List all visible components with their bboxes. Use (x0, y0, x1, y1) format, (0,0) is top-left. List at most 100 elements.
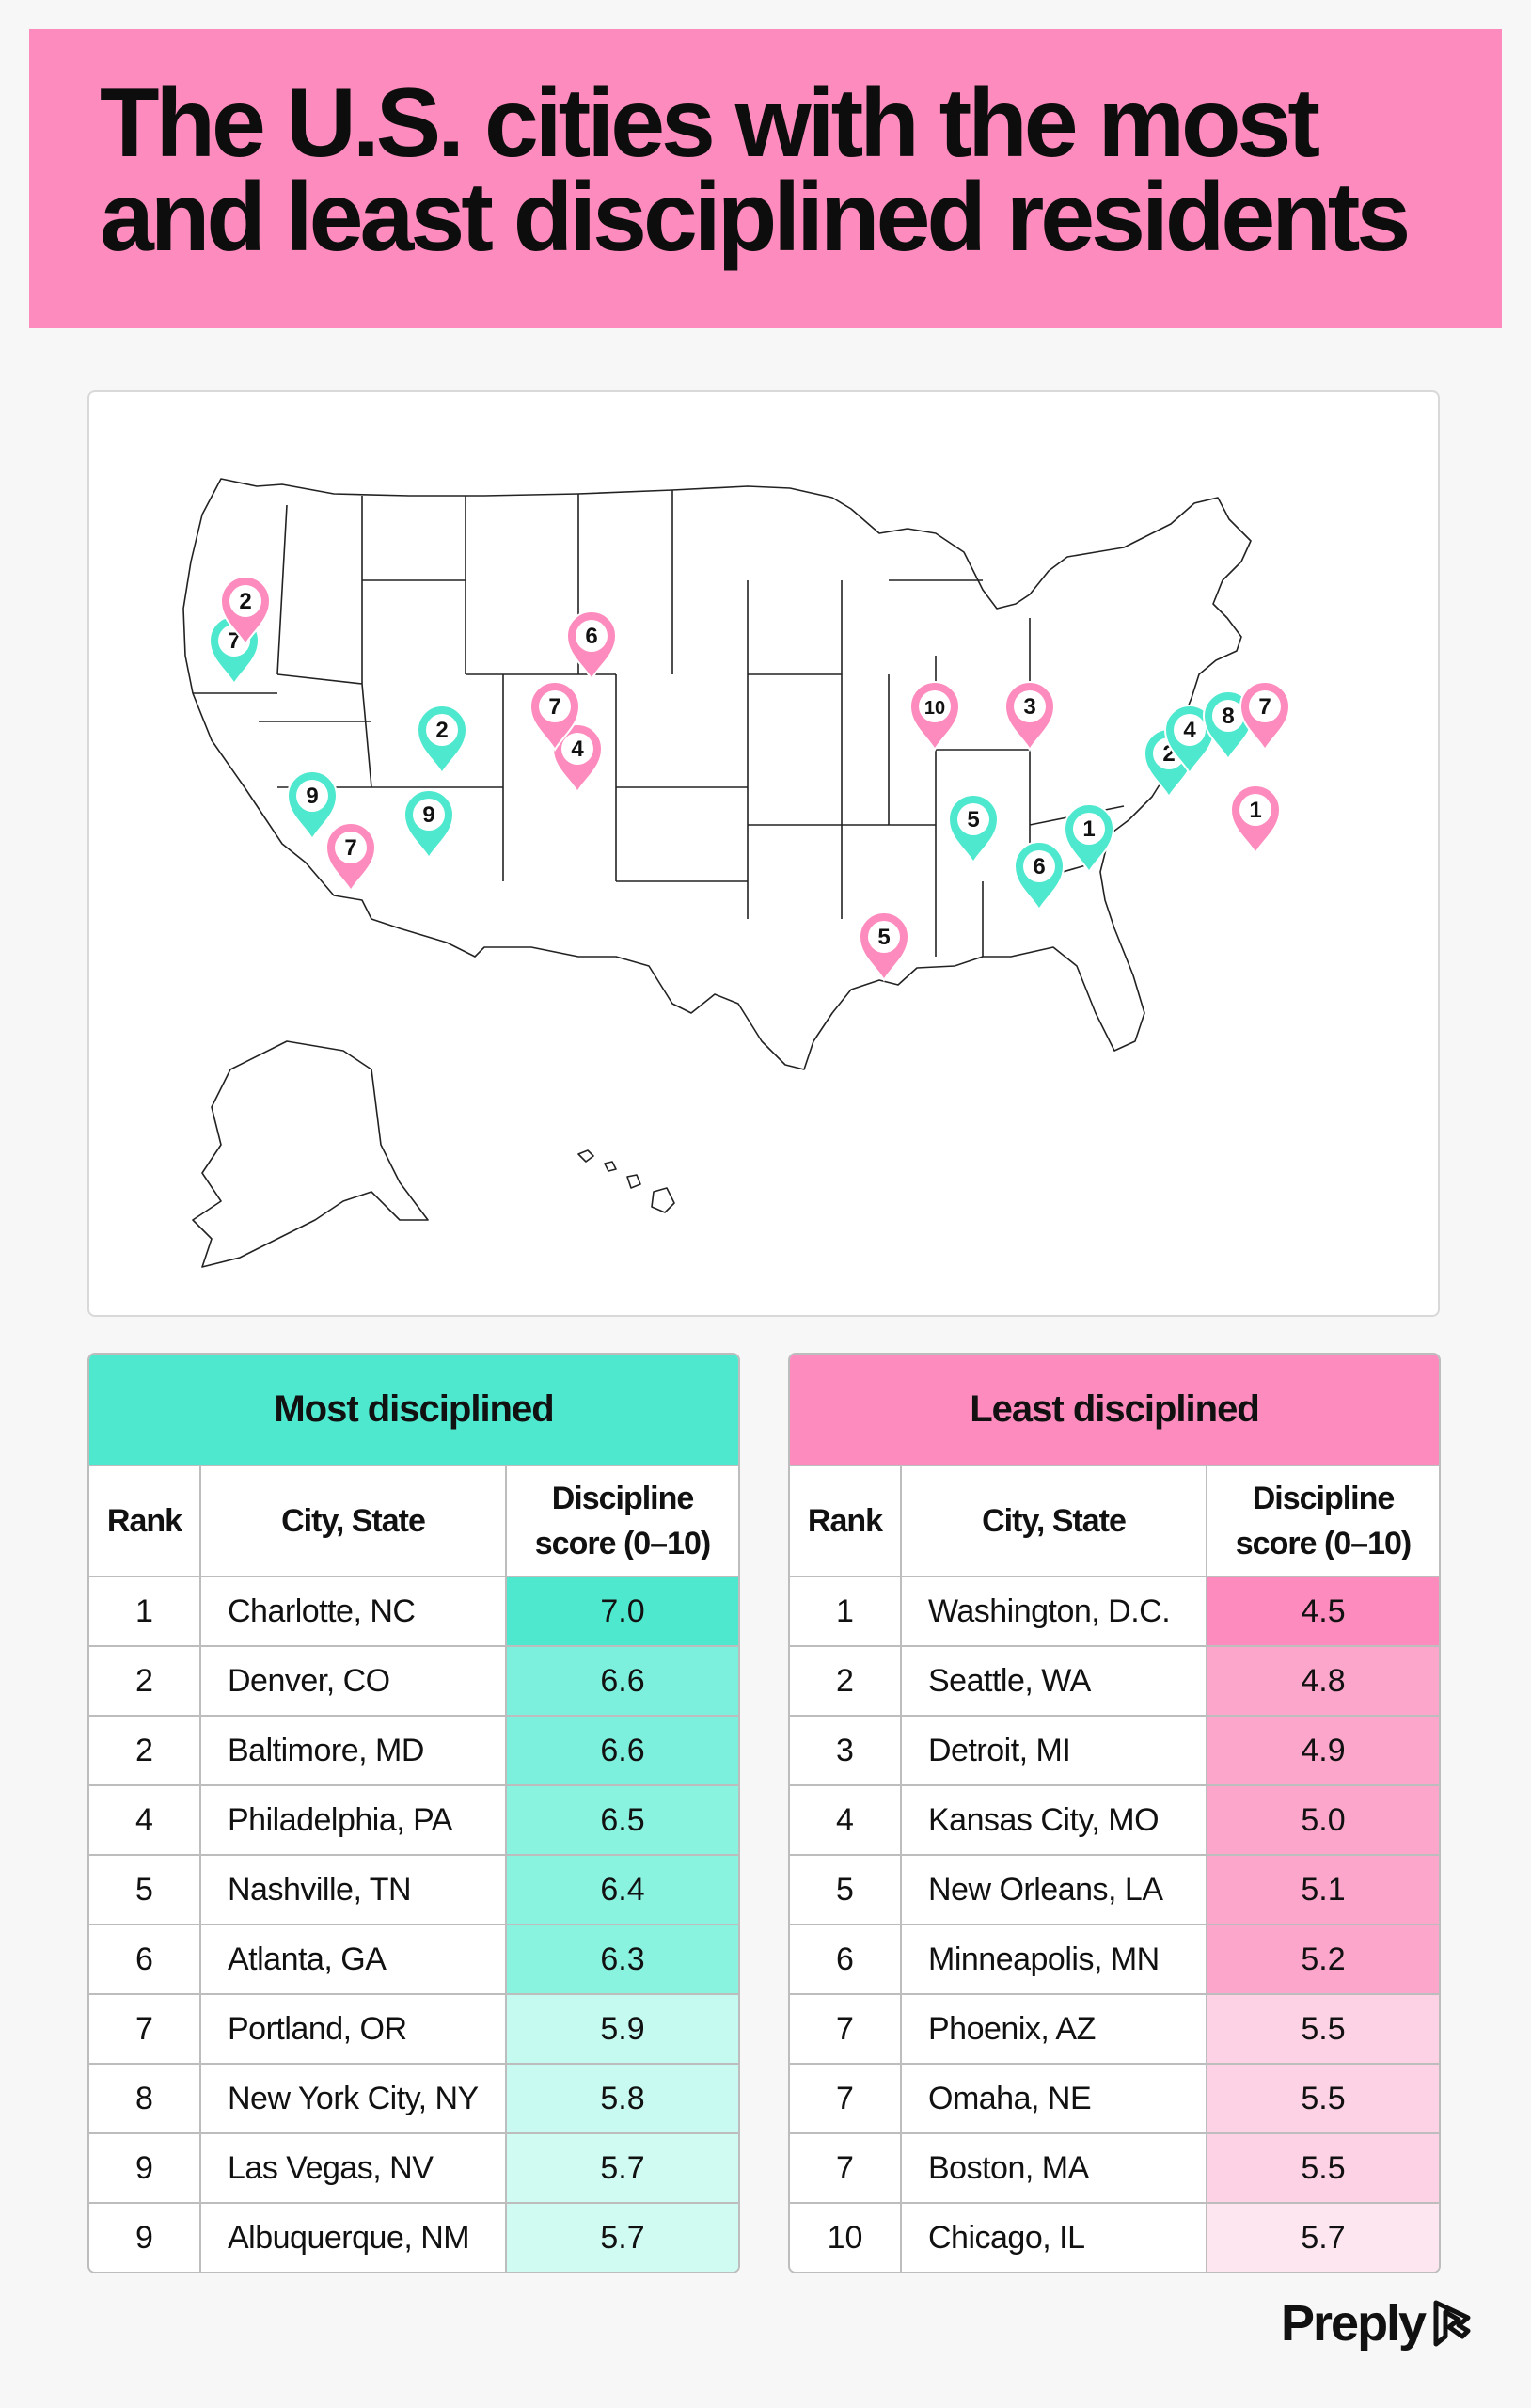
map-pin-atlanta-ga: 6 (1013, 841, 1065, 912)
city-cell: New Orleans, LA (902, 1856, 1207, 1924)
least-table-header-row: Rank City, State Discipline score (0–10) (790, 1466, 1439, 1577)
pin-badge (1014, 690, 1046, 722)
preply-logo: Preply (1281, 2295, 1472, 2352)
rank-cell: 9 (89, 2134, 201, 2202)
rank-cell: 1 (89, 1577, 201, 1645)
table-row: 6 Minneapolis, MN 5.2 (790, 1925, 1439, 1995)
city-cell: Albuquerque, NM (201, 2204, 507, 2272)
map-pin-minneapolis-mn: 6 (565, 610, 618, 682)
score-cell: 6.6 (507, 1647, 738, 1715)
rank-cell: 7 (790, 2134, 902, 2202)
pin-badge (1249, 690, 1281, 722)
table-row: 7 Portland, OR 5.9 (89, 1995, 738, 2065)
pin-rank-label: 3 (1023, 694, 1035, 720)
pin-badge (1023, 850, 1055, 882)
col-rank: Rank (89, 1466, 201, 1576)
map-pin-phoenix-az: 7 (324, 822, 377, 894)
pin-badge (957, 803, 989, 835)
city-cell: Detroit, MI (902, 1717, 1207, 1784)
city-cell: Minneapolis, MN (902, 1925, 1207, 1993)
map-pin-boston-ma: 7 (1239, 681, 1291, 752)
pin-rank-label: 7 (1258, 694, 1271, 720)
rank-cell: 2 (89, 1717, 201, 1784)
map-pin-chicago-il: 10 (908, 681, 961, 752)
score-cell: 5.8 (507, 2065, 738, 2132)
city-cell: Las Vegas, NV (201, 2134, 507, 2202)
score-cell: 5.2 (1207, 1925, 1439, 1993)
rank-cell: 4 (790, 1786, 902, 1854)
table-row: 4 Kansas City, MO 5.0 (790, 1786, 1439, 1856)
rank-cell: 6 (790, 1925, 902, 1993)
col-score-line1: Discipline (1252, 1481, 1396, 1516)
col-score-line2: score (0–10) (1235, 1526, 1412, 1561)
most-disciplined-table: Most disciplined Rank City, State Discip… (87, 1353, 740, 2273)
table-row: 7 Boston, MA 5.5 (790, 2134, 1439, 2204)
table-row: 2 Denver, CO 6.6 (89, 1647, 738, 1717)
col-score-line1: Discipline (551, 1481, 695, 1516)
rank-cell: 4 (89, 1786, 201, 1854)
most-table-header-row: Rank City, State Discipline score (0–10) (89, 1466, 738, 1577)
pin-rank-label: 5 (877, 925, 890, 950)
pin-rank-label: 1 (1249, 798, 1261, 823)
score-cell: 5.5 (1207, 1995, 1439, 2063)
score-cell: 6.3 (507, 1925, 738, 1993)
logo-text: Preply (1281, 2295, 1427, 2352)
table-row: 5 New Orleans, LA 5.1 (790, 1856, 1439, 1925)
rank-cell: 5 (89, 1856, 201, 1924)
pin-badge (413, 799, 445, 831)
col-rank: Rank (790, 1466, 902, 1576)
pin-rank-label: 2 (239, 589, 251, 614)
most-table-body: 1 Charlotte, NC 7.0 2 Denver, CO 6.6 2 Baltimor… (89, 1577, 738, 2272)
pin-badge (335, 832, 367, 863)
pin-rank-label: 2 (435, 718, 448, 743)
table-row: 4 Philadelphia, PA 6.5 (89, 1786, 738, 1856)
city-cell: Portland, OR (201, 1995, 507, 2063)
city-cell: Washington, D.C. (902, 1577, 1207, 1645)
city-cell: Atlanta, GA (201, 1925, 507, 1993)
pin-rank-label: 4 (1183, 718, 1196, 743)
city-cell: New York City, NY (201, 2065, 507, 2132)
pin-badge (561, 733, 593, 765)
score-cell: 5.0 (1207, 1786, 1439, 1854)
least-table-heading: Least disciplined (790, 1354, 1439, 1466)
pin-rank-label: 6 (585, 624, 597, 649)
pin-badge (296, 780, 328, 812)
table-row: 1 Washington, D.C. 4.5 (790, 1577, 1439, 1647)
table-row: 10 Chicago, IL 5.7 (790, 2204, 1439, 2272)
city-cell: Boston, MA (902, 2134, 1207, 2202)
table-row: 2 Seattle, WA 4.8 (790, 1647, 1439, 1717)
most-table-heading: Most disciplined (89, 1354, 738, 1466)
map-pin-omaha-ne: 7 (529, 681, 581, 752)
pin-badge (1239, 794, 1271, 826)
table-row: 7 Omaha, NE 5.5 (790, 2065, 1439, 2134)
rank-cell: 7 (89, 1995, 201, 2063)
score-cell: 5.7 (1207, 2204, 1439, 2272)
col-city: City, State (902, 1466, 1207, 1576)
map-pin-kansas-city-mo: 4 (551, 723, 604, 795)
pin-rank-label: 7 (548, 694, 560, 720)
city-cell: Philadelphia, PA (201, 1786, 507, 1854)
rank-cell: 8 (89, 2065, 201, 2132)
title-banner: The U.S. cities with the most and least … (29, 29, 1502, 328)
city-cell: Baltimore, MD (201, 1717, 507, 1784)
rank-cell: 9 (89, 2204, 201, 2272)
map-pin-new-orleans-la: 5 (858, 911, 910, 983)
pin-badge (868, 921, 900, 953)
city-cell: Seattle, WA (902, 1647, 1207, 1715)
pin-badge (919, 690, 951, 722)
rank-cell: 1 (790, 1577, 902, 1645)
map-pin-albuquerque-nm: 9 (402, 789, 455, 861)
table-row: 7 Phoenix, AZ 5.5 (790, 1995, 1439, 2065)
map-pin-nashville-tn: 5 (947, 794, 1000, 865)
col-score-line2: score (0–10) (534, 1526, 711, 1561)
rank-cell: 2 (89, 1647, 201, 1715)
map-pin-las-vegas-nv: 9 (286, 770, 339, 842)
pin-badge (426, 714, 458, 746)
map-pin-detroit-mi: 3 (1003, 681, 1056, 752)
pin-rank-label: 6 (1033, 854, 1045, 879)
pin-rank-label: 1 (1082, 816, 1095, 842)
table-row: 9 Albuquerque, NM 5.7 (89, 2204, 738, 2272)
pin-rank-label: 4 (571, 737, 584, 762)
city-cell: Nashville, TN (201, 1856, 507, 1924)
